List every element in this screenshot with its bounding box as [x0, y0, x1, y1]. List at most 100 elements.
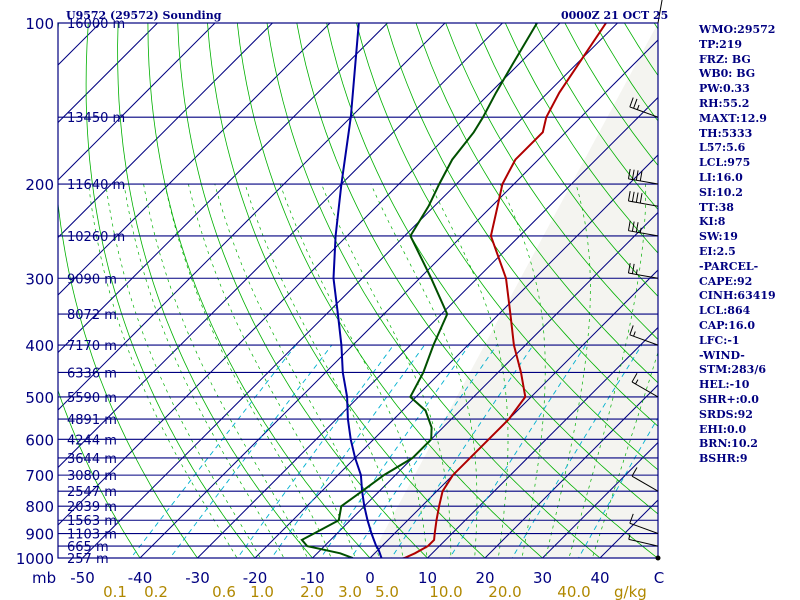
height-level-label: 4244 m [67, 433, 117, 448]
dry-adiabat [266, 23, 601, 558]
wind-barb-staff [629, 334, 659, 346]
wind-barb-flag [627, 220, 631, 231]
moist-adiabat [164, 184, 332, 558]
isotherm-line [81, 23, 619, 558]
wind-barb-flag [631, 221, 635, 232]
isotherm-line [484, 384, 658, 558]
index-item: LFC:-1 [699, 333, 740, 347]
index-item: L57:5.6 [699, 141, 746, 155]
mixing-ratio-line [449, 344, 587, 558]
moist-adiabat [591, 350, 658, 558]
index-item: LCL:864 [699, 304, 751, 318]
wind-barb [627, 191, 659, 207]
wind-barb [627, 168, 659, 185]
wind-barb-flag [633, 98, 638, 109]
mixing-ratio-line [169, 344, 333, 558]
wind-barb-staff [628, 538, 659, 547]
pressure-tick-label: 400 [25, 337, 54, 355]
mixing-ratio-label: 0.1 [103, 583, 127, 600]
height-level-label: 8072 m [67, 308, 117, 323]
wind-barb-flag [631, 467, 638, 477]
mixing-ratio-label: 0.2 [144, 583, 168, 600]
moist-adiabat [568, 184, 647, 558]
temperature-tick-label: 30 [533, 569, 552, 587]
height-level-label: 13450 m [67, 111, 125, 126]
isotherm-line [58, 23, 504, 469]
isotherm-line [58, 23, 216, 181]
mixing-ratio-label: 3.0 [338, 583, 362, 600]
temperature-tick-label: -40 [128, 569, 153, 587]
wind-barb-flag [635, 192, 639, 203]
wind-barb-flag [639, 193, 643, 204]
isotherm-line [541, 441, 658, 558]
wind-barb-flag [631, 373, 638, 383]
index-item: HEL:-10 [699, 378, 750, 392]
height-level-label: 257 m [67, 552, 109, 567]
index-item: RH:55.2 [699, 96, 750, 110]
isotherm-line [58, 23, 331, 296]
temperature-tick-label: 40 [590, 569, 609, 587]
height-level-label: 1563 m [67, 514, 117, 529]
wind-barb-flag [635, 170, 639, 181]
surface-wind-dot [655, 555, 661, 561]
wind-barb [629, 97, 659, 118]
index-item: EI:2.5 [699, 244, 736, 258]
index-item: -PARCEL- [699, 259, 759, 273]
isotherm-line [58, 23, 446, 411]
mixing-ratio-label: 2.0 [300, 583, 324, 600]
pressure-tick-label: 600 [25, 431, 54, 449]
index-item: STM:283/6 [699, 363, 766, 377]
wind-barb-half-flag [635, 269, 638, 275]
moist-adiabat [321, 183, 452, 558]
moist-adiabat [244, 183, 404, 558]
wind-barb-staff [629, 522, 659, 534]
index-item: CINH:63419 [699, 289, 776, 303]
wind-barb-half-flag [633, 331, 636, 337]
index-item: WMO:29572 [699, 23, 776, 36]
parcel-trace [332, 23, 383, 558]
wind-barb-staff [657, 0, 663, 24]
index-item: LI:16.0 [699, 170, 743, 184]
dry-adiabat [445, 23, 658, 341]
dry-adiabat [117, 23, 314, 558]
dry-adiabat [207, 23, 486, 558]
mixing-ratio-label: 1.0 [250, 583, 274, 600]
index-item: -WIND- [699, 348, 745, 362]
wind-barb [631, 467, 659, 492]
index-item: WB0: BG [699, 67, 756, 81]
height-level-label: 665 m [67, 540, 109, 555]
wind-barb [629, 325, 659, 346]
temperature-tick-label: 10 [418, 569, 437, 587]
wind-barb-staff [629, 106, 659, 118]
index-item: BSHR:9 [699, 452, 748, 466]
pressure-tick-label: 500 [25, 389, 54, 407]
dry-adiabat [177, 23, 429, 558]
dry-adiabat [85, 23, 256, 558]
index-item: CAPE:92 [699, 274, 753, 288]
height-level-label: 3644 m [67, 452, 117, 467]
index-item: TH:5333 [699, 126, 753, 140]
wind-barb-flag [631, 191, 635, 202]
temperature-tick-label: -30 [185, 569, 210, 587]
wind-barb-staff [628, 272, 659, 279]
pressure-tick-label: 300 [25, 270, 54, 288]
height-level-label: 16000 m [67, 17, 125, 32]
moist-adiabat [188, 184, 356, 558]
index-item: KI:8 [699, 215, 726, 229]
index-item: FRZ: BG [699, 52, 751, 66]
wind-barb-flag [627, 263, 631, 274]
index-item: EHI:0.0 [699, 422, 747, 436]
isotherm-line [426, 326, 658, 558]
height-level-label: 1103 m [67, 528, 117, 543]
wind-barb-flag [627, 191, 631, 202]
mixing-ratio-line [511, 344, 643, 558]
dry-adiabat [415, 23, 658, 384]
dry-adiabat [475, 23, 658, 297]
temperature-tick-label: -50 [70, 569, 95, 587]
index-item: CAP:16.0 [699, 318, 756, 332]
wind-barb-flag [639, 170, 643, 182]
mixing-ratio-label: 40.0 [557, 583, 590, 600]
mixing-ratio-line [270, 344, 425, 558]
wind-barb-flag [629, 513, 634, 524]
